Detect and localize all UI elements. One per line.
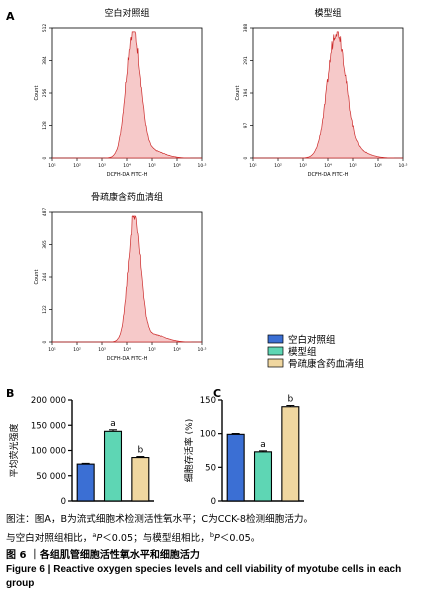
flow-xtick-label: 10³ (299, 163, 307, 169)
ytick-label: 150 000 (31, 421, 66, 431)
ylabel: 平均荧光强度 (8, 423, 20, 477)
caption-sup-a: a (92, 531, 97, 539)
flow-plot-title: 模型组 (314, 7, 341, 19)
flow-xtick-label: 10⁵ (148, 347, 156, 353)
bar-1 (226, 433, 245, 502)
caption-p-a: P (96, 533, 103, 545)
flow-xtick-label: 10⁴ (324, 163, 332, 169)
flow-xtick-label: 10³ (98, 347, 106, 353)
bar-annotation: a (110, 419, 116, 429)
bar-3 (281, 406, 300, 502)
flow-ytick-label: 97 (243, 123, 249, 129)
ytick-label: 0 (61, 497, 66, 507)
flow-ytick-label: 388 (243, 24, 249, 33)
flow-plot-3: 骨疏康含药血清组 0 122 244 365 487 Count 10¹ 10² 10³ 10⁴ 10… (34, 191, 207, 362)
flow-xtick-label: 10⁶ (173, 163, 181, 169)
ytick-label: 50 000 (36, 472, 66, 482)
caption-line-2: 与空白对照组相比，aP＜0.05；与模型组相比，bP＜0.05。 (6, 528, 260, 546)
caption-line-2-post: ＜0.05。 (219, 533, 261, 545)
flow-ytick-label: 0 (42, 340, 48, 343)
flow-xtick-label: 10·⁵ (198, 163, 207, 169)
flow-histogram-2 (253, 31, 403, 159)
flow-ylabel: Count (34, 86, 40, 101)
bar-3 (131, 457, 150, 502)
figure-title-cn: 图 6 ｜各组肌管细胞活性氧水平和细胞活力 (6, 550, 200, 561)
flow-xtick-label: 10⁶ (374, 163, 382, 169)
flow-xtick-label: 10³ (98, 163, 106, 169)
legend-swatch-1 (267, 334, 284, 344)
caption-line-2-mid: ＜0.05；与模型组相比， (102, 533, 210, 545)
bar-1 (76, 463, 95, 502)
flow-xtick-label: 10⁵ (148, 163, 156, 169)
flow-ytick-label: 291 (243, 56, 249, 65)
caption-line-2-pre: 与空白对照组相比， (6, 533, 93, 545)
legend-label-2: 模型组 (288, 346, 317, 358)
flow-xtick-label: 10⁴ (123, 163, 131, 169)
panel-label-b: B (6, 387, 14, 400)
flow-xtick-label: 10·⁵ (198, 347, 207, 353)
flow-ytick-label: 365 (42, 240, 48, 249)
panel-label-a: A (6, 10, 15, 23)
flow-plot-2: 模型组 0 97 194 291 388 Count 10¹ 10² 10³ 10⁴ 10⁵ 10⁶ 10… (235, 7, 408, 178)
flow-xtick-label: 10⁵ (349, 163, 357, 169)
flow-xlabel: DCFH-DA FITC-H (107, 172, 148, 178)
panel-label-c: C (213, 387, 221, 400)
flow-ytick-label: 122 (42, 305, 48, 314)
flow-histogram-1 (52, 31, 202, 159)
ytick-label: 100 000 (31, 447, 66, 457)
flow-ytick-label: 384 (42, 56, 48, 65)
flow-xtick-label: 10⁴ (123, 347, 131, 353)
flow-xtick-label: 10² (274, 163, 282, 169)
bar-annotation: b (137, 446, 143, 456)
flow-ytick-label: 512 (42, 24, 48, 33)
flow-ylabel: Count (235, 86, 241, 101)
flow-ytick-label: 128 (42, 121, 48, 130)
flow-plot-title: 骨疏康含药血清组 (91, 191, 163, 203)
ytick-label: 100 (200, 430, 216, 440)
ylabel: 细胞存活率 (%) (183, 419, 195, 482)
flow-plot-title: 空白对照组 (104, 7, 149, 19)
bar-annotation: a (260, 440, 266, 450)
flow-ytick-label: 256 (42, 89, 48, 98)
bar-chart-b: 0 50 000 100 000 150 000 200 000 平均荧光强度 a b (8, 396, 154, 507)
flow-xtick-label: 10·⁵ (399, 163, 408, 169)
flow-xtick-label: 10² (73, 347, 81, 353)
flow-plot-1: 空白对照组 0 128 256 384 512 Count 10¹ 10² 10³ 10⁴ 10⁵ 10… (34, 7, 207, 178)
ytick-label: 150 (200, 396, 216, 406)
flow-xtick-label: 10¹ (249, 163, 257, 169)
ytick-label: 50 (205, 463, 216, 473)
caption-sup-b: b (209, 531, 214, 539)
flow-xlabel: DCFH-DA FITC-H (107, 356, 148, 362)
figure-title-en: Figure 6 | Reactive oxygen species level… (6, 564, 402, 589)
flow-ytick-label: 0 (42, 156, 48, 159)
bar-2 (253, 451, 273, 502)
bar-annotation: b (287, 395, 293, 405)
flow-xtick-label: 10² (73, 163, 81, 169)
bar-chart-c: 0 50 100 150 细胞存活率 (%) a b (183, 395, 304, 507)
caption-line-1: 图注：图A，B为流式细胞术检测活性氧水平；C为CCK-8检测细胞活力。 (6, 514, 314, 525)
flow-ytick-label: 244 (42, 273, 48, 282)
legend-label-3: 骨疏康含药血清组 (288, 358, 365, 370)
ytick-label: 200 000 (31, 396, 66, 406)
flow-ytick-label: 487 (42, 208, 48, 217)
caption-p-b: P (213, 533, 220, 545)
flow-ylabel: Count (34, 270, 40, 285)
flow-ytick-label: 0 (243, 156, 249, 159)
legend-label-1: 空白对照组 (288, 334, 336, 346)
flow-histogram-3 (52, 214, 202, 343)
bar-2 (103, 430, 123, 502)
flow-xtick-label: 10⁶ (173, 347, 181, 353)
flow-ytick-label: 194 (243, 89, 249, 98)
flow-xtick-label: 10¹ (48, 163, 56, 169)
flow-cytometry-plots: 空白对照组 0 128 256 384 512 Count 10¹ 10² 10³ 10⁴ 10⁵ 10… (34, 7, 408, 362)
ytick-label: 0 (211, 497, 216, 507)
legend-swatch-3 (267, 358, 284, 368)
flow-xtick-label: 10¹ (48, 347, 56, 353)
legend-swatch-2 (267, 346, 284, 356)
flow-xlabel: DCFH-DA FITC-H (308, 172, 349, 178)
